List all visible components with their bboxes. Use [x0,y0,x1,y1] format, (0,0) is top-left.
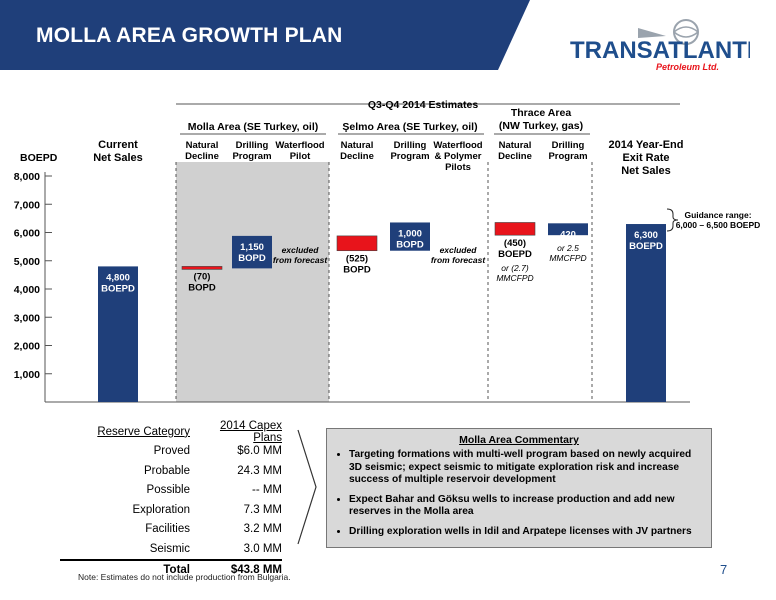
table-cell-capex: -- MM [251,484,282,497]
table-cell-capex: $6.0 MM [237,445,282,458]
table-total-value: $43.8 MM [230,564,282,577]
bar-value-label: (525) BOPD [343,254,371,276]
commentary-list: Targeting formations with multi-well pro… [327,449,711,538]
excluded-note: excluded from forecast [273,245,328,265]
bar-value-label: 1,150 BOPD [238,242,266,264]
table-cell-category: Exploration [132,503,190,516]
table-total-row: Total $43.8 MM [60,559,282,581]
bar-value-label: 6,300 BOEPD [629,230,663,252]
bar-sub-label: or 2.5 MMCFPD [549,243,586,263]
category-label: 2014 Year-End Exit Rate Net Sales [608,139,683,177]
table-row: Proved $6.0 MM [60,442,282,462]
bar-value-label: (70) BOPD [188,271,216,293]
y-tick-label: 3,000 [14,312,40,324]
bar-value-label: (450) BOEPD [498,238,532,260]
category-label: Drilling Program [232,140,271,162]
waterfall-chart: 8,000 7,000 6,000 5,000 4,000 3,000 2,000 1,000… [14,99,761,403]
excluded-note: excluded from forecast [431,245,486,265]
category-label: Natural Decline [340,140,374,162]
waterfall-bar [181,266,223,270]
y-tick-label: 6,000 [14,228,40,240]
waterfall-bar [626,224,666,402]
y-tick-label: 5,000 [14,256,40,268]
table-header-capex: 2014 Capex Plans [219,419,282,444]
commentary-title: Molla Area Commentary [459,434,579,446]
category-label: Current Net Sales [93,139,143,164]
table-row: Exploration 7.3 MM [60,500,282,520]
estimates-header: Q3-Q4 2014 Estimates [368,99,478,111]
table-row: Probable 24.3 MM [60,461,282,481]
waterfall-bar [494,222,536,236]
page-title: MOLLA AREA GROWTH PLAN [36,24,343,47]
commentary-bullet: Drilling exploration wells in Idil and A… [349,526,703,539]
table-cell-capex: 24.3 MM [237,464,282,477]
category-label: Waterflood Pilot [275,140,324,162]
commentary-bullet: Expect Bahar and Göksu wells to increase… [349,494,703,519]
table-cell-capex: 7.3 MM [243,503,282,516]
waterfall-bar [336,235,378,252]
logo-subtitle: Petroleum Ltd. [656,62,719,72]
commentary-bullet: Targeting formations with multi-well pro… [349,449,703,487]
commentary-box: Molla Area Commentary Targeting formatio… [326,428,712,548]
logo-wordmark: TRANSATLANTIC [570,37,750,64]
group-label-selmo: Şelmo Area (SE Turkey, oil) [342,121,477,133]
header-banner [0,0,530,70]
table-row: Seismic 3.0 MM [60,539,282,560]
table-header-category: Reserve Category [97,425,190,438]
bar-value-label: 420 BOEPD [551,229,585,251]
category-label: Natural Decline [185,140,219,162]
table-cell-capex: 3.0 MM [243,542,282,555]
table-row: Facilities 3.2 MM [60,520,282,540]
category-label: Natural Decline [498,140,532,162]
molla-shaded-region [176,162,329,402]
table-total-label: Total [163,564,190,577]
waterfall-bar [548,223,588,236]
company-logo: TRANSATLANTIC Petroleum Ltd. [570,19,750,72]
group-label-thrace: Thrace Area (NW Turkey, gas) [499,107,583,132]
table-row: Possible -- MM [60,481,282,501]
footnote: Note: Estimates do not include productio… [78,572,291,582]
category-label: Waterflood & Polymer Pilots [433,140,482,173]
waterfall-bar [98,266,138,402]
table-header-row: Reserve Category 2014 Capex Plans [60,419,282,444]
table-cell-capex: 3.2 MM [243,523,282,536]
group-label-molla: Molla Area (SE Turkey, oil) [188,121,319,133]
category-label: Drilling Program [390,140,429,162]
y-tick-label: 7,000 [14,199,40,211]
y-axis-title: BOEPD [20,152,58,164]
table-cell-category: Seismic [149,542,190,555]
page-number: 7 [720,562,728,577]
table-cell-category: Facilities [145,523,190,536]
y-tick-label: 4,000 [14,284,40,296]
y-tick-label: 1,000 [14,369,40,381]
waterfall-bar [232,235,272,269]
guidance-annotation: Guidance range: 6,000 – 6,500 BOEPD [676,210,761,230]
guidance-bracket [666,208,679,232]
waterfall-bar [390,222,430,251]
reserve-capex-table: Reserve Category 2014 Capex Plans Proved… [60,419,282,581]
table-cell-category: Proved [153,445,190,458]
y-tick-label: 2,000 [14,341,40,353]
category-label: Drilling Program [548,140,587,162]
y-tick-label: 8,000 [14,171,40,183]
bar-value-label: 1,000 BOPD [396,228,424,250]
table-cell-category: Probable [143,464,190,477]
bar-value-label: 4,800 BOEPD [101,272,135,294]
table-cell-category: Possible [146,484,190,497]
bar-sub-label: or (2.7) MMCFPD [496,263,533,283]
chevron-right-icon [297,429,317,545]
